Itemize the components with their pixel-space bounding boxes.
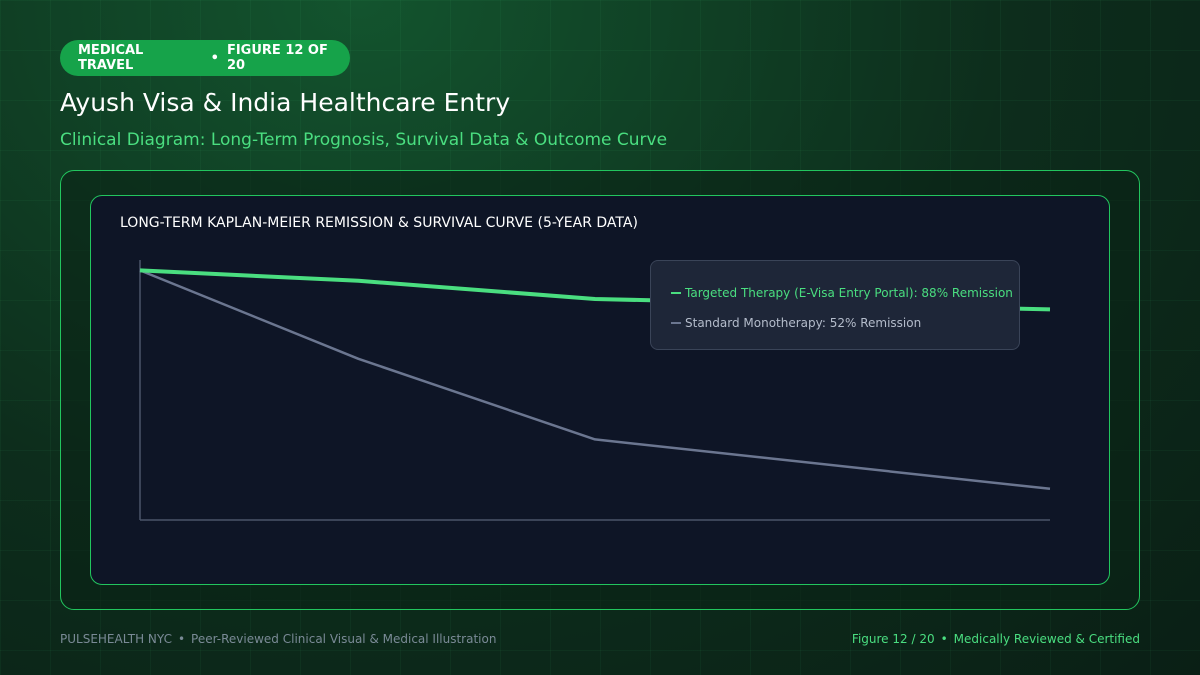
legend-label: Standard Monotherapy: 52% Remission bbox=[685, 316, 922, 330]
legend-item: Targeted Therapy (E-Visa Entry Portal): … bbox=[671, 278, 1019, 308]
footer-figure: Figure 12 / 20 bbox=[851, 632, 935, 646]
footer-right: Figure 12 / 20 • Medically Reviewed & Cert… bbox=[851, 632, 1140, 646]
legend-swatch bbox=[671, 292, 681, 294]
legend: Targeted Therapy (E-Visa Entry Portal): … bbox=[650, 260, 1020, 350]
series-line bbox=[139, 269, 1051, 491]
legend-item: Standard Monotherapy: 52% Remission bbox=[671, 308, 1019, 338]
footer-status: Medically Reviewed & Certified bbox=[953, 632, 1140, 646]
legend-label: Targeted Therapy (E-Visa Entry Portal): … bbox=[685, 286, 1013, 300]
badge: MEDICAL TRAVEL • FIGURE 12 OF 20 bbox=[60, 40, 350, 76]
chart-title: LONG-TERM KAPLAN-MEIER REMISSION & SURVI… bbox=[120, 215, 638, 231]
footer-note: Peer-Reviewed Clinical Visual & Medical … bbox=[191, 632, 497, 646]
footer-left: PULSEHEALTH NYC • Peer-Reviewed Clinical V… bbox=[60, 632, 497, 646]
legend-swatch bbox=[671, 322, 681, 324]
footer-brand: PULSEHEALTH NYC bbox=[60, 632, 172, 646]
figure-label: FIGURE 12 OF 20 bbox=[226, 43, 328, 73]
page-title: Ayush Visa & India Healthcare Entry bbox=[60, 88, 511, 117]
page-subtitle: Clinical Diagram: Long-Term Prognosis, S… bbox=[60, 130, 668, 150]
badge-text: MEDICAL TRAVEL bbox=[78, 43, 144, 73]
